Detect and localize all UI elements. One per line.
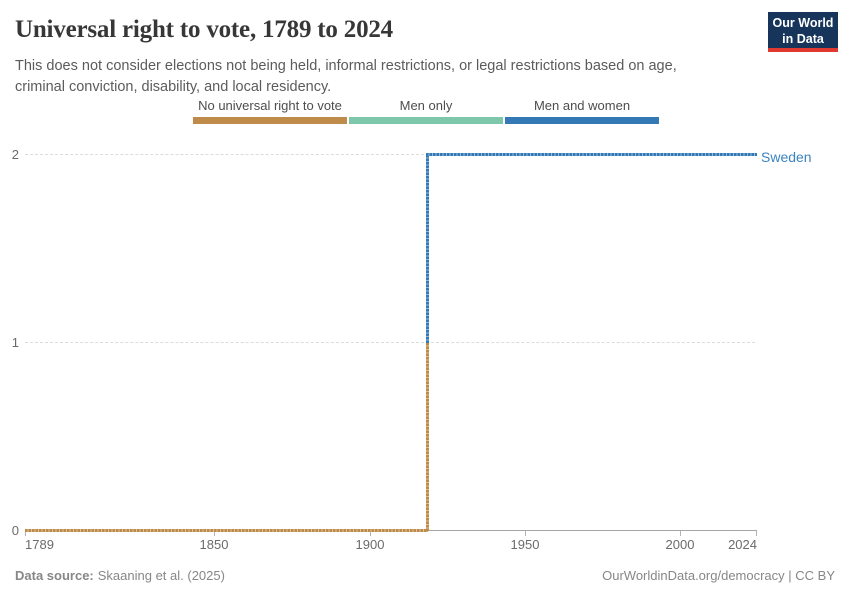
legend-item-men-and-women[interactable]: Men and women [505, 98, 659, 124]
attribution-link[interactable]: OurWorldinData.org/democracy | CC BY [602, 568, 835, 583]
x-tick-label-2024: 2024 [728, 537, 757, 552]
legend-swatch-no-universal-right [193, 117, 347, 124]
series-segment-jump-lower [426, 342, 429, 531]
legend-item-no-universal-right[interactable]: No universal right to vote [193, 98, 347, 124]
y-tick-label-1: 1 [11, 335, 19, 350]
chart-subtitle: This does not consider elections not bei… [15, 58, 677, 95]
legend-swatch-men-only [349, 117, 503, 124]
legend-label: No universal right to vote [198, 98, 342, 113]
legend-item-men-only[interactable]: Men only [349, 98, 503, 124]
legend-swatch-men-and-women [505, 117, 659, 124]
x-tick-label-1900: 1900 [355, 537, 385, 552]
owid-logo[interactable]: Our World in Data [768, 12, 838, 52]
legend-label: Men and women [533, 98, 631, 113]
data-source-note: Data source: Skaaning et al. (2025) [15, 568, 225, 583]
page-title: Universal right to vote, 1789 to 2024 [15, 16, 393, 43]
x-tick-label-1789: 1789 [25, 537, 54, 552]
owid-logo-line2: in Data [782, 32, 824, 46]
series-segment-men-and-women [426, 153, 757, 156]
series-segment-jump-upper [426, 153, 429, 343]
y-tick-label-2: 2 [11, 147, 19, 162]
series-label-sweden[interactable]: Sweden [761, 149, 812, 165]
data-source-value: Skaaning et al. (2025) [97, 568, 225, 583]
x-tick-2000 [680, 531, 681, 536]
x-tick-1900 [370, 531, 371, 536]
x-tick-label-2000: 2000 [665, 537, 695, 552]
data-source-label: Data source: [15, 568, 94, 583]
y-tick-label-0: 0 [11, 523, 19, 538]
legend-label: Men only [399, 98, 453, 113]
x-tick-2024 [756, 531, 757, 536]
owid-logo-line1: Our World [772, 16, 834, 30]
x-tick-1850 [214, 531, 215, 536]
x-tick-label-1850: 1850 [199, 537, 229, 552]
x-tick-1789 [25, 531, 26, 536]
series-segment-no-universal-right [25, 529, 428, 532]
x-tick-1950 [525, 531, 526, 536]
gridline-y2 [25, 154, 755, 155]
gridline-y1 [25, 342, 755, 343]
x-tick-label-1950: 1950 [510, 537, 540, 552]
